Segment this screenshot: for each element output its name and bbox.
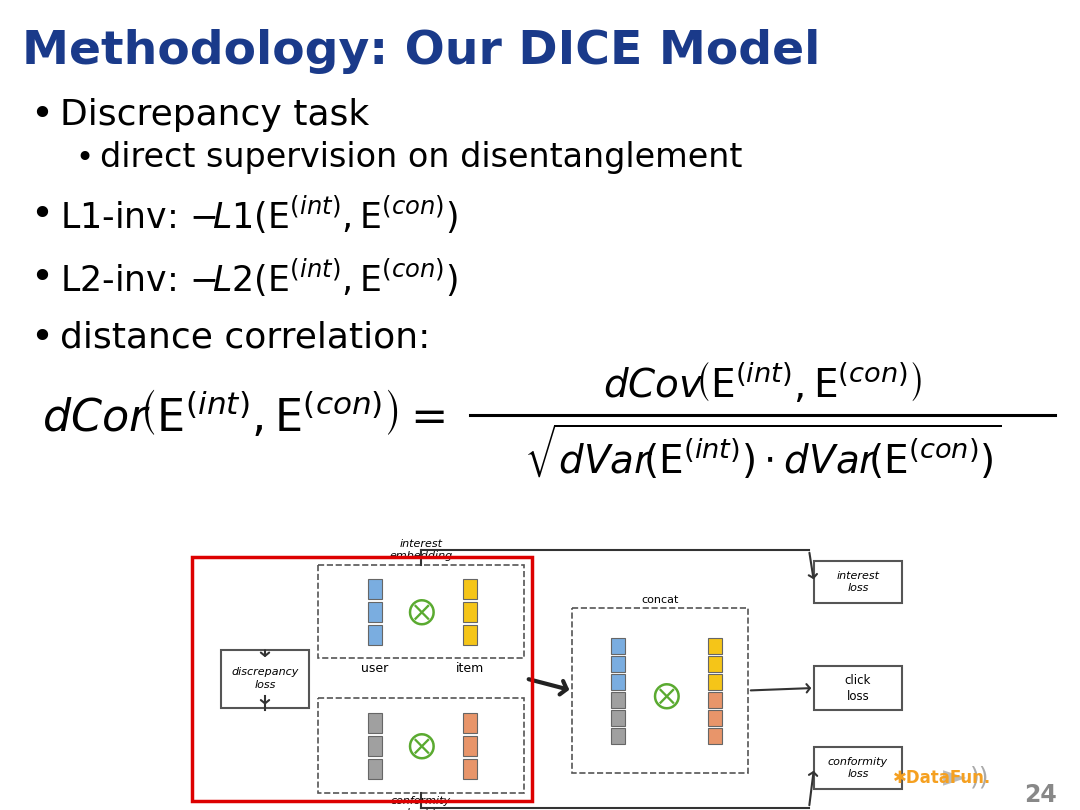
Bar <box>814 561 902 603</box>
Bar <box>318 698 524 793</box>
Text: ⨂: ⨂ <box>652 681 680 710</box>
Bar <box>611 637 625 654</box>
Bar <box>463 735 477 756</box>
Text: Discrepancy task: Discrepancy task <box>60 98 369 132</box>
Bar <box>708 673 723 689</box>
Text: user: user <box>362 662 389 675</box>
Text: $\sqrt{dVar\!\left(\mathrm{E}^{(int)}\right)\cdot dVar\!\left(\mathrm{E}^{(con)}: $\sqrt{dVar\!\left(\mathrm{E}^{(int)}\ri… <box>524 423 1001 481</box>
Text: •: • <box>75 143 93 173</box>
Text: •: • <box>30 96 53 134</box>
Bar <box>611 727 625 744</box>
Text: Methodology: Our DICE Model: Methodology: Our DICE Model <box>22 29 821 75</box>
Bar <box>708 692 723 707</box>
Text: 24: 24 <box>1024 783 1056 807</box>
Bar <box>368 578 382 599</box>
Text: $dCov\!\left(\mathrm{E}^{(int)},\mathrm{E}^{(con)}\right)$: $dCov\!\left(\mathrm{E}^{(int)},\mathrm{… <box>603 360 922 406</box>
Text: L1-inv: $-\!L1(\mathrm{E}^{(int)},\mathrm{E}^{(con)})$: L1-inv: $-\!L1(\mathrm{E}^{(int)},\mathr… <box>60 194 458 236</box>
Bar <box>463 625 477 645</box>
Text: •: • <box>30 259 53 297</box>
Bar <box>572 608 748 773</box>
Text: conformity
embedding: conformity embedding <box>390 796 453 810</box>
Text: ⨂: ⨂ <box>407 731 435 760</box>
Bar <box>463 758 477 778</box>
Text: •: • <box>30 319 53 357</box>
Bar <box>368 735 382 756</box>
Bar <box>708 637 723 654</box>
Bar <box>368 625 382 645</box>
Bar <box>611 710 625 726</box>
Bar <box>368 602 382 621</box>
Bar <box>463 578 477 599</box>
Text: interest
loss: interest loss <box>837 571 879 593</box>
Bar <box>708 727 723 744</box>
Text: ►: ► <box>943 764 967 792</box>
Bar <box>318 565 524 658</box>
Text: conformity
loss: conformity loss <box>828 757 888 779</box>
Bar <box>708 655 723 671</box>
Text: direct supervision on disentanglement: direct supervision on disentanglement <box>100 142 742 174</box>
Text: click
loss: click loss <box>845 673 872 702</box>
Text: discrepancy
loss: discrepancy loss <box>231 667 299 689</box>
Bar <box>814 747 902 789</box>
Text: distance correlation:: distance correlation: <box>60 321 430 355</box>
Text: ✱DataFun.: ✱DataFun. <box>893 769 991 787</box>
Text: interest
embedding: interest embedding <box>390 539 453 561</box>
Bar <box>368 713 382 732</box>
Bar <box>814 666 902 710</box>
Text: ⨂: ⨂ <box>407 598 435 625</box>
Bar <box>611 692 625 707</box>
Text: L2-inv: $-\!L2(\mathrm{E}^{(int)},\mathrm{E}^{(con)})$: L2-inv: $-\!L2(\mathrm{E}^{(int)},\mathr… <box>60 257 458 299</box>
Bar <box>368 758 382 778</box>
Text: )): )) <box>970 766 989 790</box>
Bar <box>708 710 723 726</box>
Bar <box>611 673 625 689</box>
Bar <box>463 602 477 621</box>
Text: item: item <box>456 662 484 675</box>
Bar <box>611 655 625 671</box>
Text: concat: concat <box>642 595 678 605</box>
Text: $dCor\!\left(\mathrm{E}^{(int)},\mathrm{E}^{(con)}\right) = $: $dCor\!\left(\mathrm{E}^{(int)},\mathrm{… <box>42 390 445 441</box>
Bar <box>463 713 477 732</box>
Bar <box>221 650 309 707</box>
Text: •: • <box>30 196 53 234</box>
Bar <box>192 557 532 801</box>
